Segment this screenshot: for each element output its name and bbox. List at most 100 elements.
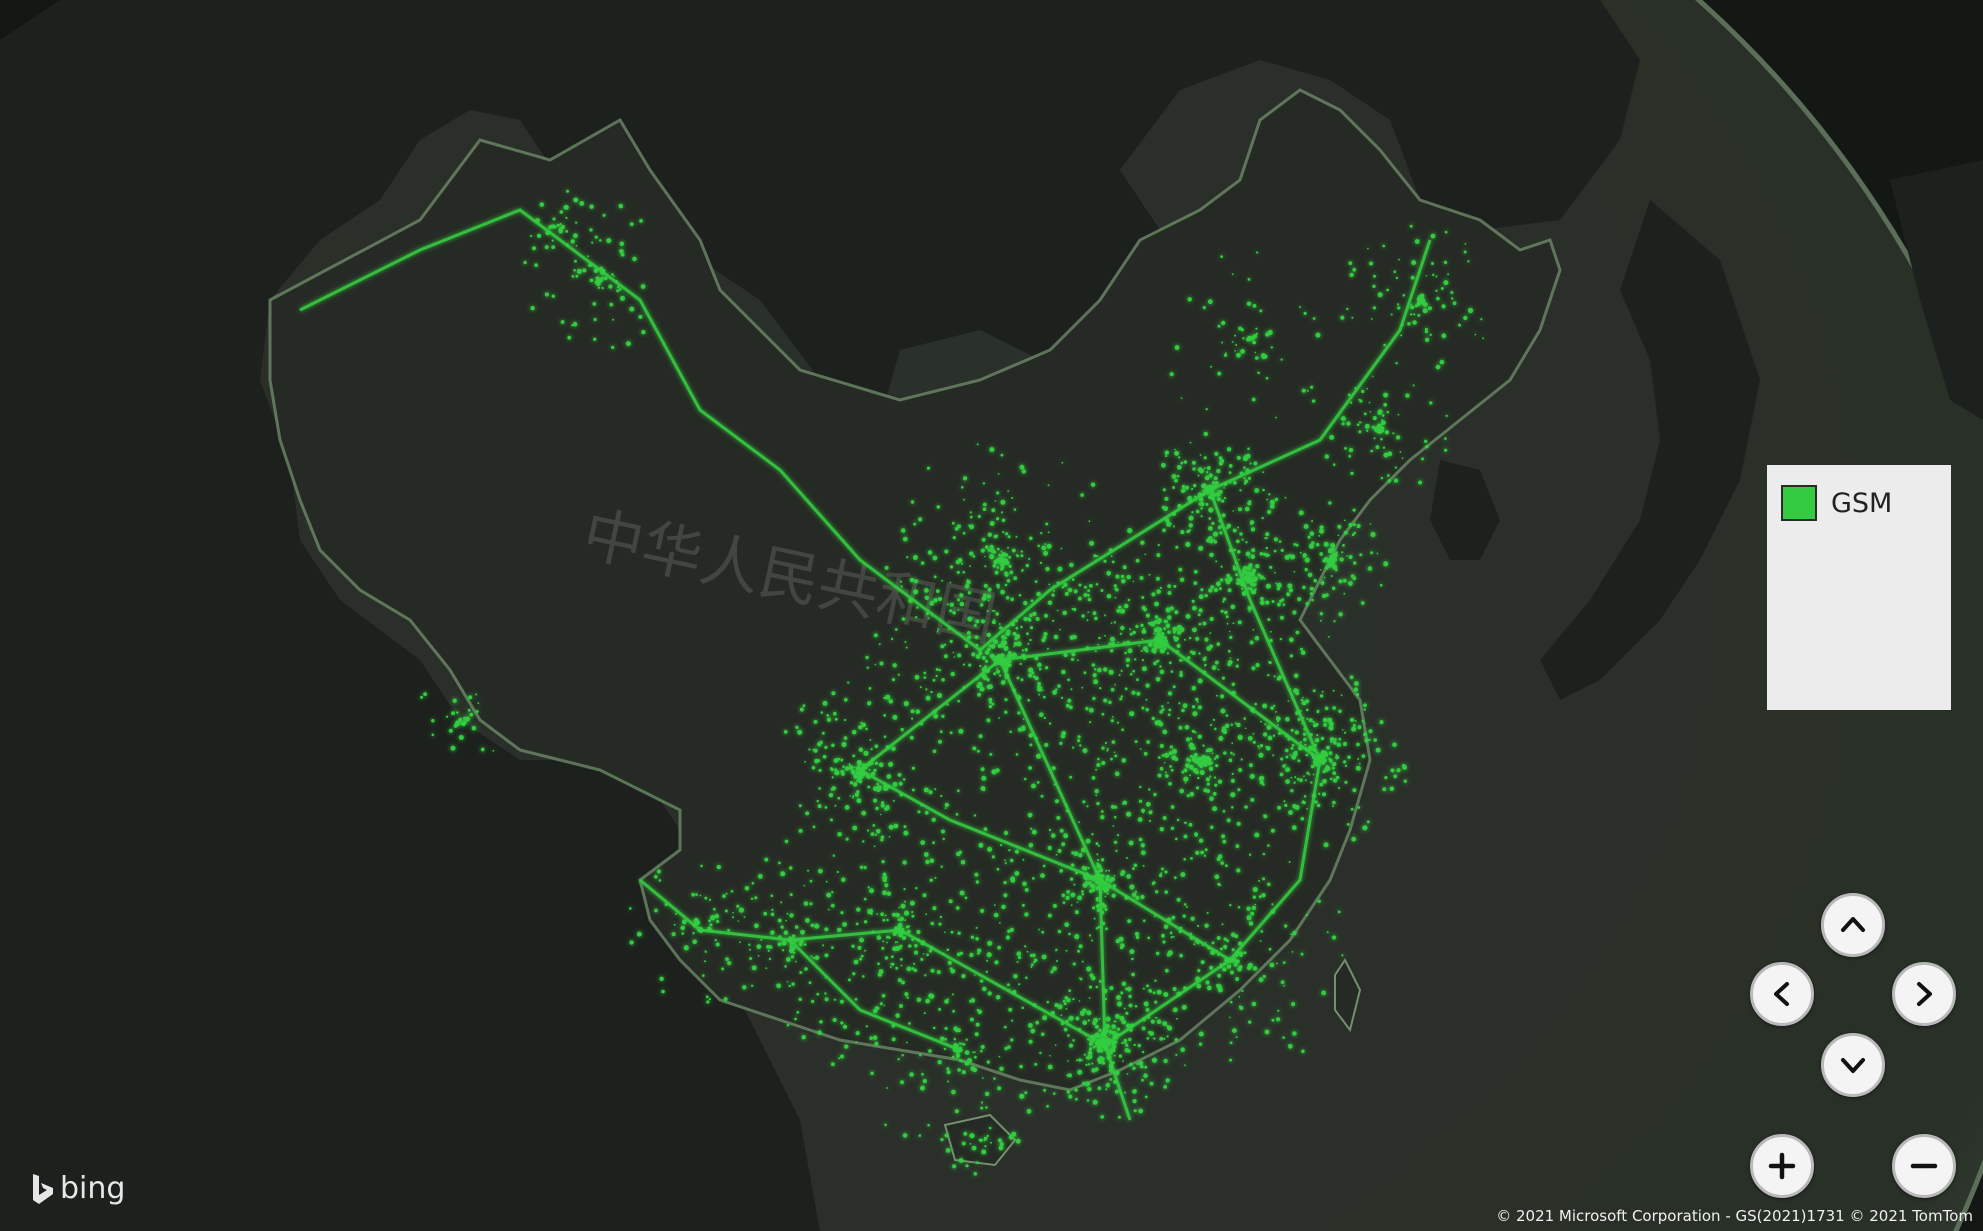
coverage-point xyxy=(1145,708,1149,712)
coverage-point xyxy=(946,1067,950,1071)
coverage-point xyxy=(1231,948,1235,952)
coverage-point xyxy=(1044,666,1049,670)
coverage-point xyxy=(1108,880,1112,883)
coverage-point xyxy=(1007,652,1013,658)
coverage-point xyxy=(944,931,946,933)
coverage-point xyxy=(1059,741,1063,745)
coverage-point xyxy=(1174,610,1179,615)
coverage-point xyxy=(1095,842,1099,846)
zoom-out-button[interactable] xyxy=(1892,1134,1956,1198)
coverage-point xyxy=(1179,670,1183,674)
coverage-point xyxy=(1163,761,1166,764)
coverage-point xyxy=(1166,624,1170,629)
coverage-point xyxy=(994,534,999,538)
pan-right-button[interactable] xyxy=(1892,962,1956,1026)
coverage-point xyxy=(1226,447,1232,452)
coverage-point xyxy=(914,944,918,948)
coverage-point xyxy=(1072,998,1075,1001)
coverage-point xyxy=(1203,763,1208,767)
coverage-point xyxy=(1344,731,1347,734)
coverage-point xyxy=(1172,685,1176,689)
coverage-point xyxy=(884,806,889,811)
coverage-point xyxy=(967,524,970,527)
coverage-point xyxy=(757,874,763,879)
coverage-point xyxy=(1217,489,1220,492)
coverage-point xyxy=(1114,771,1120,777)
coverage-point xyxy=(1209,616,1214,622)
coverage-point xyxy=(1275,582,1278,585)
coverage-point xyxy=(1147,621,1151,625)
coverage-point xyxy=(909,735,914,740)
coverage-point xyxy=(1029,953,1033,958)
coverage-point xyxy=(1081,893,1085,896)
coverage-point xyxy=(1315,542,1320,547)
coverage-point xyxy=(1087,1063,1091,1066)
coverage-point xyxy=(897,978,902,983)
pan-up-button[interactable] xyxy=(1821,893,1885,957)
coverage-point xyxy=(978,842,984,848)
coverage-point xyxy=(1432,273,1435,277)
coverage-point xyxy=(975,654,981,659)
coverage-point xyxy=(1077,895,1082,901)
coverage-point xyxy=(1062,610,1067,616)
coverage-point xyxy=(1190,857,1193,860)
coverage-point xyxy=(1184,725,1190,730)
coverage-point xyxy=(781,949,785,952)
coverage-point xyxy=(1276,962,1278,965)
coverage-point xyxy=(1361,389,1365,394)
coverage-point xyxy=(1141,706,1145,710)
coverage-point xyxy=(987,599,990,602)
coverage-point xyxy=(1092,611,1097,616)
coverage-point xyxy=(1197,467,1203,472)
coverage-point xyxy=(795,725,799,729)
coverage-point xyxy=(629,907,632,910)
coverage-point xyxy=(1356,423,1360,427)
coverage-point xyxy=(832,1017,837,1023)
coverage-point xyxy=(1294,805,1300,810)
coverage-point xyxy=(1383,392,1389,398)
bing-logo[interactable]: bing xyxy=(30,1171,125,1206)
coverage-point xyxy=(1176,465,1182,470)
coverage-point xyxy=(1113,584,1117,588)
coverage-point xyxy=(1044,543,1047,546)
pan-left-button[interactable] xyxy=(1750,962,1814,1026)
coverage-point xyxy=(1014,849,1020,854)
zoom-in-button[interactable] xyxy=(1750,1134,1814,1198)
coverage-point xyxy=(1191,599,1195,603)
coverage-point xyxy=(785,957,791,962)
coverage-point xyxy=(1075,1016,1080,1021)
coverage-point xyxy=(1155,576,1160,581)
coverage-point xyxy=(1412,384,1415,387)
coverage-point xyxy=(917,810,921,814)
coverage-point xyxy=(1326,745,1330,750)
coverage-point xyxy=(1463,315,1468,321)
coverage-point xyxy=(970,998,976,1003)
coverage-point xyxy=(1071,652,1076,657)
pan-down-button[interactable] xyxy=(1821,1033,1885,1097)
coverage-point xyxy=(475,710,479,713)
coverage-point xyxy=(1163,646,1167,650)
coverage-point xyxy=(1279,772,1284,777)
coverage-point xyxy=(980,1101,984,1104)
coverage-point xyxy=(1271,903,1274,906)
coverage-point xyxy=(993,639,999,645)
coverage-point xyxy=(874,833,878,836)
coverage-point xyxy=(1178,725,1183,730)
coverage-point xyxy=(1101,746,1105,750)
coverage-point xyxy=(1321,757,1326,762)
coverage-point xyxy=(1154,979,1157,982)
coverage-point xyxy=(956,952,961,957)
coverage-point xyxy=(891,746,896,752)
coverage-point xyxy=(1158,722,1164,727)
coverage-point xyxy=(1037,681,1041,686)
coverage-point xyxy=(843,697,848,702)
coverage-point xyxy=(715,942,720,947)
coverage-point xyxy=(938,668,942,672)
coverage-point xyxy=(608,284,613,289)
coverage-point xyxy=(1198,762,1201,766)
coverage-point xyxy=(1463,250,1467,254)
coverage-point xyxy=(1362,825,1368,831)
legend-item-gsm[interactable]: GSM xyxy=(1781,485,1937,521)
coverage-point xyxy=(1198,608,1203,613)
